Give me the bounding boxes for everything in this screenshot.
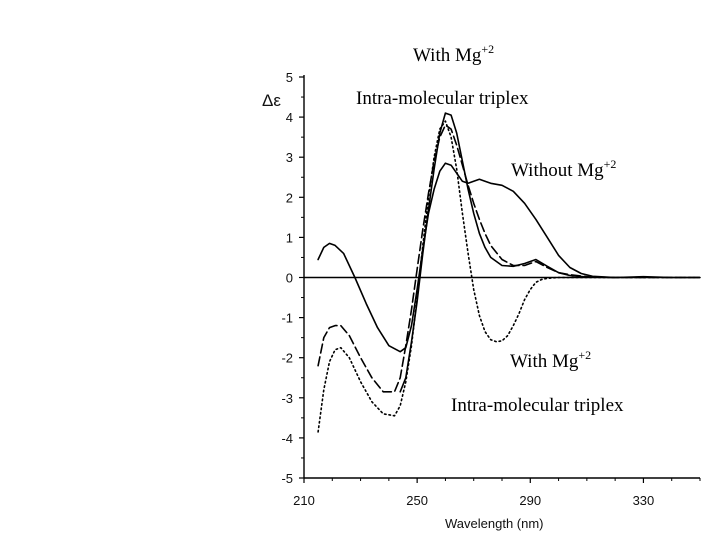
annotation-top-sup: +2 [481,42,494,56]
annotation-without-text: Without Mg [511,160,604,181]
x-tick-label: 210 [293,493,315,508]
annotation-bottom-triplex: Intra-molecular triplex [451,395,624,416]
annotation-top-text: With Mg [413,45,482,66]
series-line-3-solid [399,112,616,393]
y-tick-label: -5 [281,471,293,486]
series-line-1-solid [317,162,701,353]
y-tick-label: -4 [281,431,293,446]
y-axis-label: Δε [262,91,281,110]
annotation-bottom-with-mg: With Mg+2 [510,348,591,372]
annotation-bottom-sup: +2 [578,348,591,362]
x-axis-label: Wavelength (nm) [445,516,544,531]
y-tick-label: 0 [286,271,293,286]
x-tick-label: 290 [519,493,541,508]
y-tick-label: 1 [286,230,293,245]
y-tick-label: 4 [286,110,293,125]
y-tick-label: -2 [281,351,293,366]
annotation-top-triplex: Intra-molecular triplex [356,88,529,109]
annotation-top-with-mg: With Mg+2 [413,42,494,66]
y-tick-label: -1 [281,311,293,326]
series-line-4-dotted [317,120,701,433]
annotation-without-mg: Without Mg+2 [511,157,616,181]
y-tick-label: 5 [286,70,293,85]
series-group [317,112,701,433]
x-tick-label: 250 [406,493,428,508]
series-line-2-dashed [317,124,701,393]
y-tick-label: -3 [281,391,293,406]
x-tick-label: 330 [633,493,655,508]
annotation-bottom-text: With Mg [510,351,579,372]
y-tick-label: 3 [286,150,293,165]
annotation-without-sup: +2 [604,157,617,171]
y-tick-label: 2 [286,190,293,205]
